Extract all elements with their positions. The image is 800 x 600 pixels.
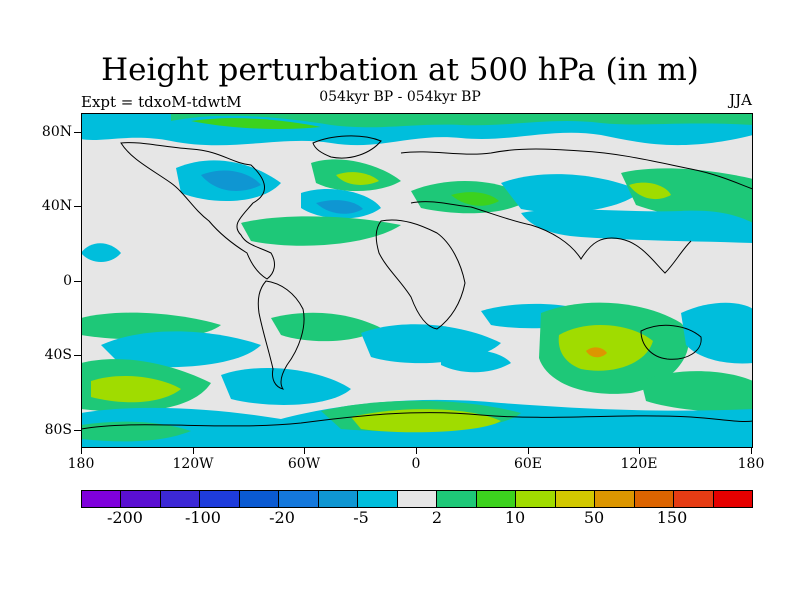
lat-label-40n: 40N: [41, 198, 72, 214]
colorbar-swatch: [239, 491, 280, 507]
field-blob: [171, 113, 753, 128]
lat-label-80s: 80S: [44, 422, 72, 438]
lon-label-0: 0: [411, 456, 421, 472]
lon-label-180e: 180: [737, 456, 765, 472]
colorbar-label: 50: [583, 508, 605, 527]
lat-label-eq: 0: [63, 273, 72, 289]
colorbar-swatch: [555, 491, 596, 507]
coastline: [257, 280, 305, 390]
field-layer: [81, 113, 753, 448]
lat-tick: [74, 430, 81, 431]
field-blob: [81, 243, 121, 262]
coastline: [120, 142, 275, 280]
colorbar-label: 150: [656, 508, 688, 527]
colorbar-swatch: [476, 491, 517, 507]
colorbar-label: -20: [269, 508, 295, 527]
coastline: [410, 201, 692, 274]
field-blob: [191, 118, 321, 129]
lat-tick: [74, 281, 81, 282]
colorbar-swatch: [358, 491, 398, 507]
lon-label-60w: 60W: [287, 456, 321, 472]
map-subtitle: 054kyr BP - 054kyr BP: [319, 89, 481, 105]
lat-label-40s: 40S: [44, 347, 72, 363]
field-blob: [501, 174, 641, 213]
colorbar-label: -200: [107, 508, 143, 527]
lat-label-80n: 80N: [41, 124, 72, 140]
lon-tick: [639, 448, 640, 454]
field-blob: [441, 349, 511, 373]
colorbar-swatch: [279, 491, 319, 507]
colorbar-label: -5: [353, 508, 369, 527]
lon-label-180w: 180: [67, 456, 95, 472]
field-blob: [316, 200, 363, 214]
field-blob: [521, 209, 753, 243]
colorbar-swatch: [160, 491, 201, 507]
field-blob: [336, 172, 379, 185]
coastline: [312, 135, 382, 159]
field-blob: [241, 216, 401, 246]
colorbar-label: 10: [504, 508, 526, 527]
field-blob: [351, 409, 501, 433]
colorbar-swatch: [516, 491, 556, 507]
colorbar-label: -100: [185, 508, 221, 527]
field-blob: [271, 312, 381, 342]
field-blob: [629, 182, 671, 200]
colorbar-swatch: [634, 491, 675, 507]
colorbar-swatch: [397, 491, 438, 507]
field-blob: [586, 347, 607, 358]
lon-tick: [304, 448, 305, 454]
season-label: JJA: [729, 91, 752, 109]
lat-tick: [74, 355, 81, 356]
colorbar-swatch: [437, 491, 477, 507]
coastline: [375, 219, 466, 330]
field-blob: [641, 371, 753, 413]
colorbar-swatch: [318, 491, 359, 507]
lon-tick: [751, 448, 752, 454]
field-blob: [451, 192, 499, 206]
lon-label-120e: 120E: [620, 456, 658, 472]
colorbar-label: 2: [431, 508, 443, 527]
map-title: Height perturbation at 500 hPa (in m): [101, 52, 699, 88]
field-blob: [221, 367, 351, 405]
lat-tick: [74, 206, 81, 207]
lat-tick: [74, 132, 81, 133]
field-blob: [558, 324, 653, 371]
field-blob: [101, 331, 261, 368]
colorbar-swatch: [713, 491, 752, 507]
lon-label-60e: 60E: [513, 456, 543, 472]
coastline: [81, 412, 753, 430]
lon-label-120w: 120W: [172, 456, 214, 472]
colorbar: [81, 490, 753, 508]
coastline-layer: [81, 135, 753, 430]
coastline: [400, 148, 753, 190]
map-plot-area: [81, 113, 753, 448]
colorbar-swatch: [82, 491, 122, 507]
experiment-label: Expt = tdxoM-tdwtM: [81, 93, 242, 111]
field-blob: [621, 168, 753, 224]
lon-tick: [81, 448, 82, 454]
colorbar-swatch: [595, 491, 635, 507]
lon-tick: [416, 448, 417, 454]
colorbar-swatch: [200, 491, 240, 507]
field-blob: [201, 170, 261, 191]
field-blob: [91, 375, 181, 403]
lon-tick: [528, 448, 529, 454]
colorbar-swatch: [121, 491, 161, 507]
lon-tick: [193, 448, 194, 454]
colorbar-swatch: [674, 491, 714, 507]
coastline: [640, 324, 702, 360]
field-blob: [81, 421, 191, 442]
